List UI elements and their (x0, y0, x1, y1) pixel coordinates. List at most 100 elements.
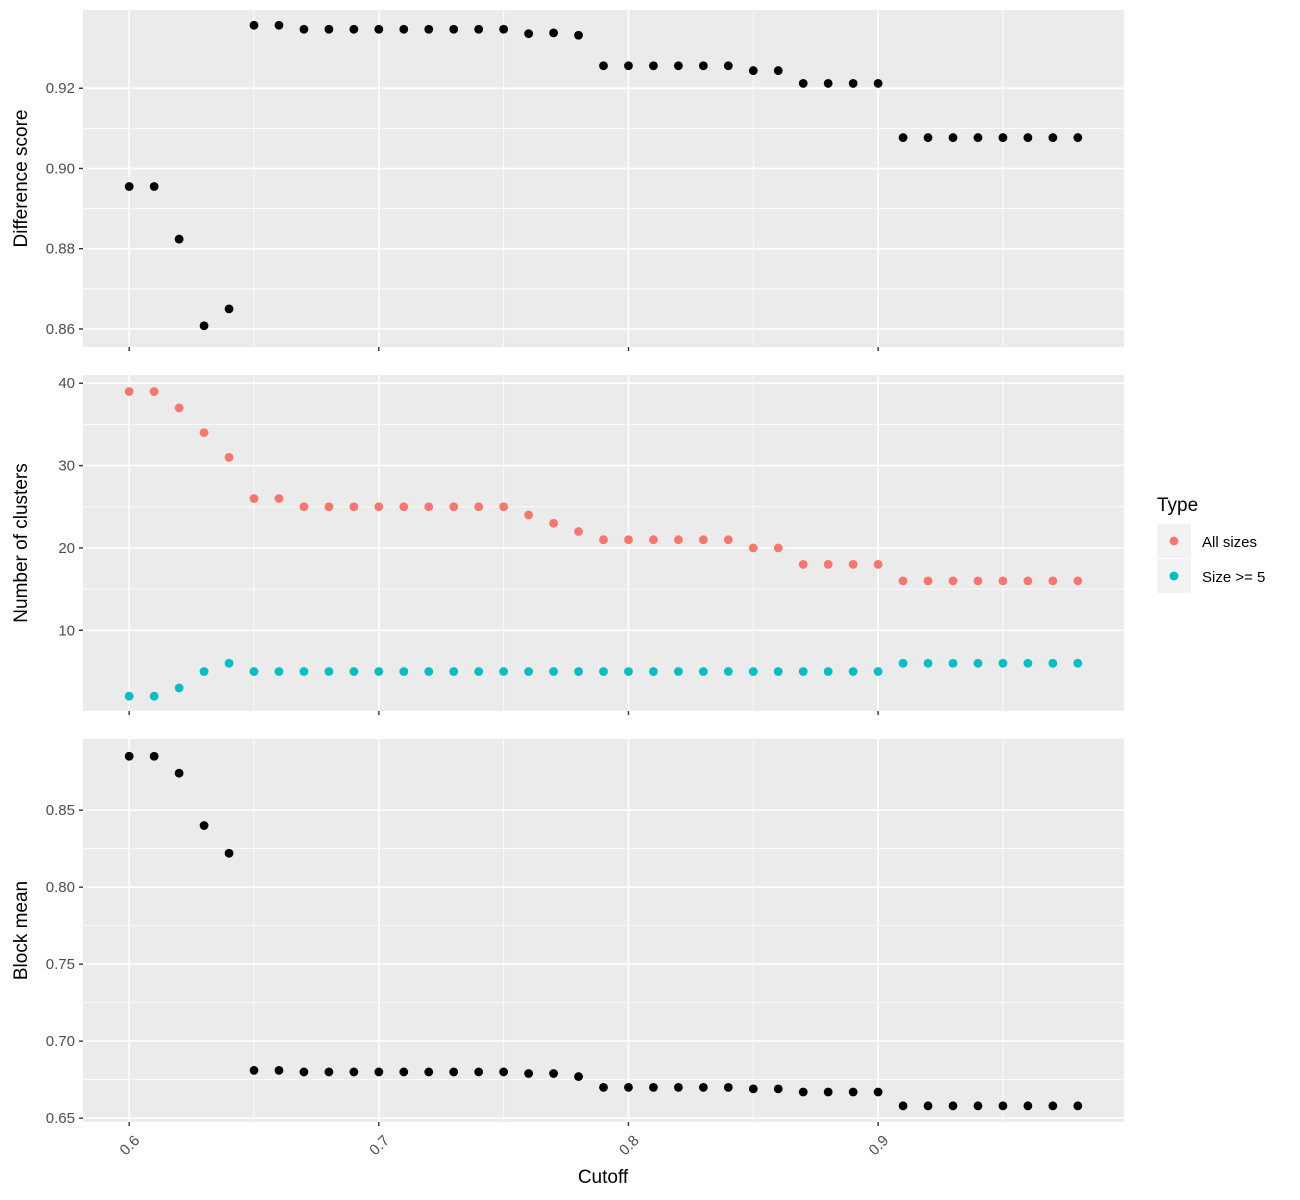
data-point (599, 667, 608, 676)
data-point (374, 502, 384, 512)
data-point (698, 61, 708, 71)
legend-title: Type (1157, 495, 1198, 516)
data-point (649, 1082, 658, 1092)
data-point (998, 1101, 1008, 1111)
data-point (923, 133, 933, 142)
data-point (249, 20, 259, 30)
data-point (124, 751, 134, 761)
data-point (599, 61, 608, 71)
y-tick-label: 0.86 (46, 321, 75, 338)
data-point (673, 61, 683, 71)
data-point (948, 1101, 958, 1111)
data-point (174, 683, 184, 693)
data-point (474, 1067, 484, 1077)
data-point (998, 133, 1008, 142)
data-point (374, 24, 384, 34)
data-point (274, 20, 284, 30)
data-point (324, 667, 334, 676)
data-point (424, 667, 434, 676)
data-point (399, 502, 409, 512)
data-point (673, 1082, 683, 1092)
series-points-0 (124, 20, 1083, 331)
y-tick-label: 20 (58, 540, 75, 557)
data-point (174, 768, 184, 778)
legend-key (1169, 536, 1179, 546)
data-point (299, 24, 309, 34)
data-point (973, 133, 983, 142)
data-point (1073, 576, 1083, 586)
data-point (449, 502, 459, 512)
data-point (923, 1101, 933, 1111)
data-point (873, 1087, 883, 1097)
data-point (948, 576, 958, 586)
data-point (399, 24, 409, 34)
data-point (424, 24, 434, 34)
data-point (1023, 658, 1033, 668)
data-point (574, 1072, 583, 1081)
data-point (748, 1084, 758, 1094)
data-point (599, 1082, 608, 1092)
data-point (449, 667, 459, 676)
y-axis-title: Difference score (11, 110, 32, 248)
y-tick-label: 0.90 (46, 160, 75, 177)
data-point (549, 667, 558, 676)
data-point (873, 79, 883, 88)
data-point (349, 1067, 359, 1077)
data-point (1048, 576, 1058, 586)
data-point (349, 667, 359, 676)
data-point (748, 66, 758, 75)
data-point (299, 667, 309, 676)
data-point (299, 502, 309, 512)
data-point (224, 658, 234, 668)
series-all-sizes (124, 387, 1083, 586)
data-point (499, 1067, 509, 1077)
data-point (449, 1067, 459, 1077)
data-point (898, 576, 908, 586)
data-point (549, 28, 558, 38)
data-point (1073, 1101, 1083, 1111)
data-point (748, 667, 758, 676)
data-point (149, 691, 159, 701)
data-point (599, 535, 608, 545)
data-point (1048, 1101, 1058, 1111)
data-point (199, 428, 209, 438)
panel-number-of-clusters: 10 20 30 40 Number of clusters (11, 375, 1124, 715)
data-point (499, 502, 509, 512)
x-axis-title: Cutoff (578, 1167, 629, 1188)
data-point (823, 1087, 833, 1097)
data-point (973, 576, 983, 586)
data-point (923, 576, 933, 586)
panel-background (83, 739, 1124, 1122)
data-point (524, 29, 534, 39)
legend: Type All sizes Size >= 5 (1157, 495, 1265, 593)
data-point (274, 1066, 284, 1075)
y-tick-label: 0.75 (46, 956, 75, 973)
data-point (574, 667, 583, 676)
data-point (499, 667, 509, 676)
legend-label: Size >= 5 (1202, 569, 1265, 586)
data-point (249, 494, 259, 503)
data-point (249, 1066, 259, 1075)
data-point (1048, 133, 1058, 142)
data-point (624, 1082, 633, 1092)
data-point (524, 510, 534, 520)
data-point (723, 1082, 733, 1092)
data-point (524, 667, 534, 676)
data-point (973, 1101, 983, 1111)
data-point (673, 667, 683, 676)
data-point (848, 79, 858, 88)
data-point (898, 658, 908, 668)
data-point (723, 667, 733, 676)
y-tick-label: 0.85 (46, 802, 75, 819)
data-point (374, 1067, 384, 1077)
data-point (149, 182, 159, 191)
data-point (624, 535, 633, 545)
y-tick-label: 0.70 (46, 1033, 75, 1050)
data-point (299, 1067, 309, 1077)
data-point (798, 667, 808, 676)
data-point (324, 24, 334, 34)
data-point (149, 751, 159, 761)
data-point (399, 667, 409, 676)
data-point (274, 667, 284, 676)
data-point (1023, 133, 1033, 142)
